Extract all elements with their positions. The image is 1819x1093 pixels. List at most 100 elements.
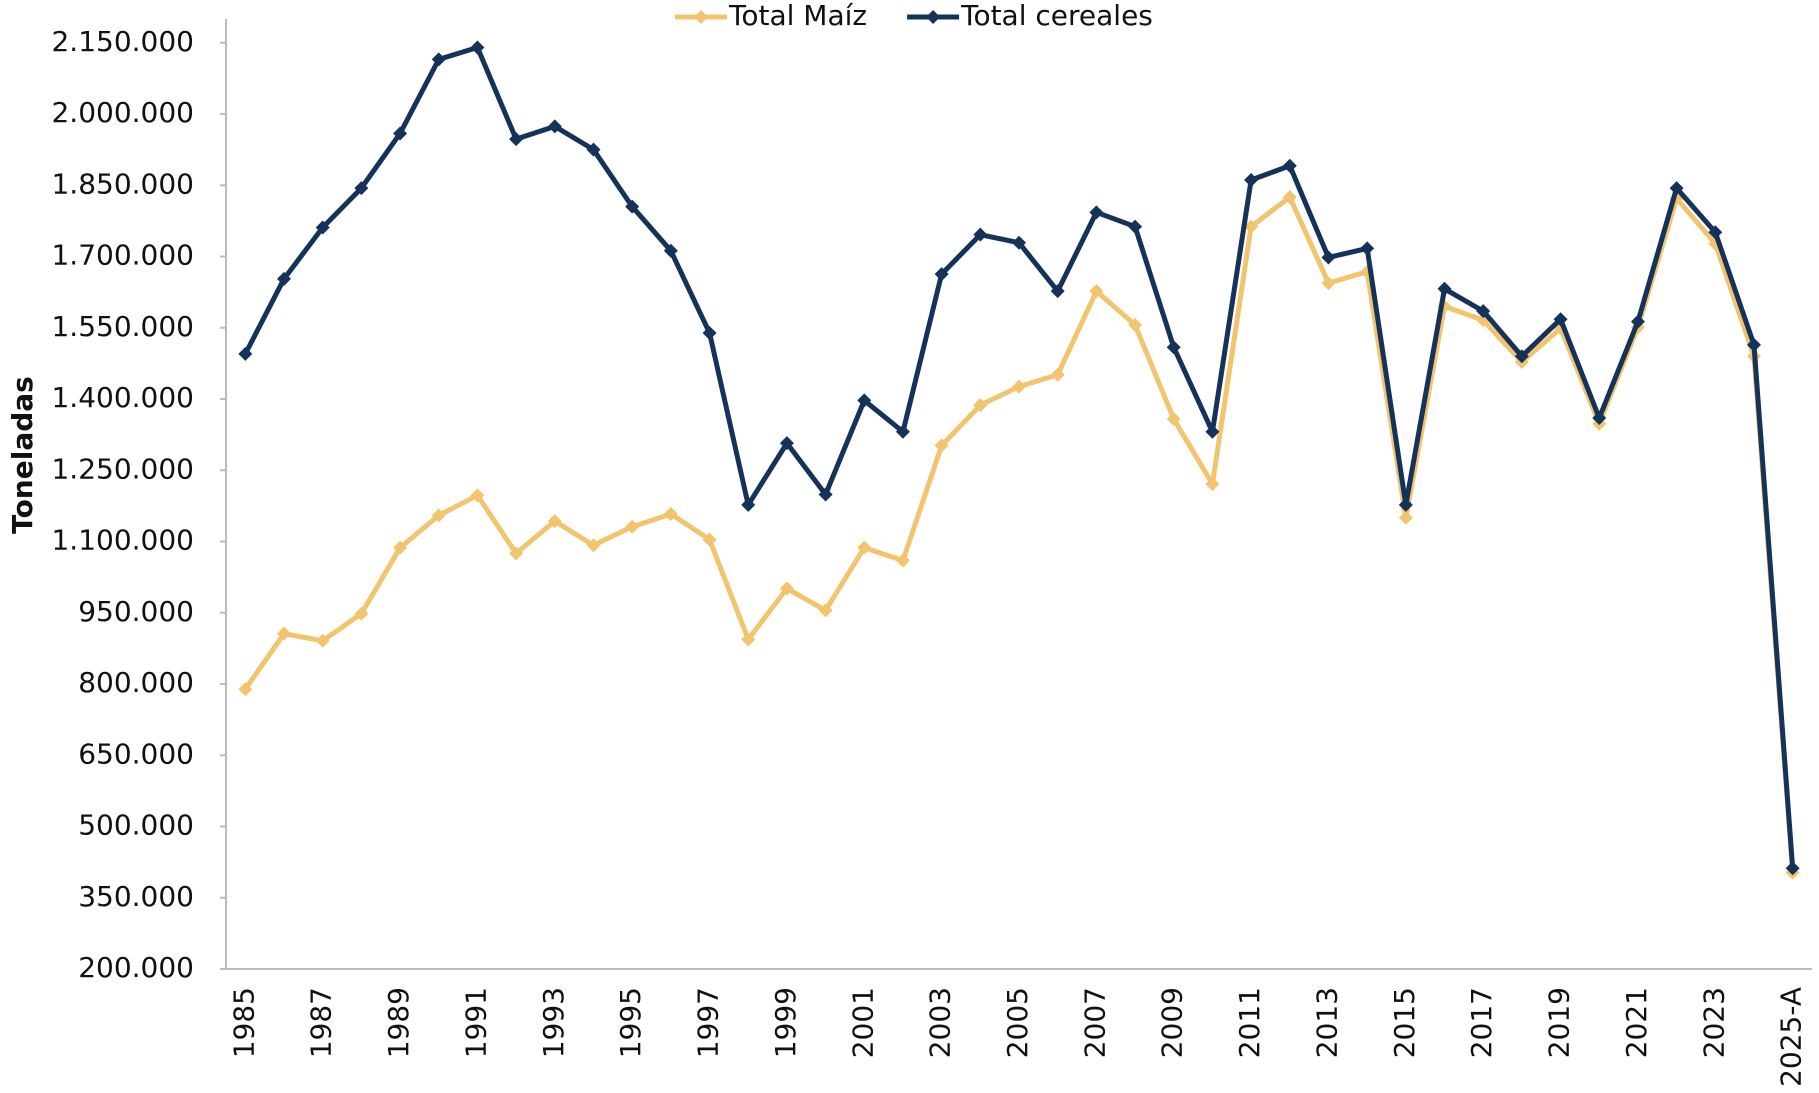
data-point (393, 126, 408, 141)
data-point (1050, 284, 1065, 299)
data-point (238, 346, 253, 361)
x-tick-label: 1989 (382, 987, 415, 1058)
y-tick-label: 2.000.000 (51, 96, 194, 129)
x-tick-label: 1997 (692, 987, 725, 1058)
x-tick-label: 2017 (1465, 987, 1498, 1058)
data-point (702, 325, 717, 340)
x-tick-label: 1999 (769, 987, 802, 1058)
x-tick-label: 2013 (1310, 987, 1343, 1058)
data-point (509, 132, 524, 147)
y-tick-label: 350.000 (78, 880, 194, 913)
series-line (243, 194, 1796, 873)
x-tick-label: 2023 (1697, 987, 1730, 1058)
y-axis-label: Toneladas (6, 376, 39, 534)
data-point (741, 497, 756, 512)
data-point (277, 271, 292, 286)
data-point (1128, 219, 1143, 234)
data-point (586, 538, 601, 553)
x-tick-label: 2009 (1156, 987, 1189, 1058)
data-point (1166, 411, 1181, 426)
data-point (1205, 424, 1220, 439)
data-point (857, 540, 872, 555)
data-point (470, 40, 485, 55)
data-point (1785, 861, 1800, 876)
data-point (1437, 281, 1452, 296)
data-point (934, 267, 949, 282)
x-tick-label: 2019 (1543, 987, 1576, 1058)
data-point (586, 142, 601, 157)
data-point (277, 626, 292, 641)
x-tick-label: 1987 (305, 987, 338, 1058)
data-point (741, 632, 756, 647)
legend-marker (926, 10, 941, 24)
data-point (818, 487, 833, 502)
x-tick-label: 1985 (227, 987, 260, 1058)
data-point (779, 436, 794, 451)
data-point (393, 540, 408, 555)
data-point (315, 633, 330, 648)
y-tick-label: 200.000 (78, 951, 194, 984)
x-tick-label: 2001 (846, 987, 879, 1058)
data-point (973, 227, 988, 242)
y-tick-label: 1.400.000 (51, 381, 194, 414)
data-point (1282, 158, 1297, 173)
data-point (702, 532, 717, 547)
data-point (354, 606, 369, 621)
x-tick-label: 2007 (1078, 987, 1111, 1058)
data-point (1244, 173, 1259, 188)
data-point (1669, 181, 1684, 196)
y-tick-label: 650.000 (78, 737, 194, 770)
data-point (934, 438, 949, 453)
data-point (1012, 235, 1026, 250)
data-point (625, 519, 640, 534)
data-point (1050, 367, 1065, 382)
data-point (663, 506, 678, 521)
data-point (1321, 276, 1336, 291)
y-tick-label: 500.000 (78, 809, 194, 842)
data-point (1708, 225, 1723, 240)
x-tick-label: 2025-A (1775, 987, 1808, 1087)
y-tick-label: 2.150.000 (51, 25, 194, 58)
x-tick-label: 2015 (1388, 987, 1421, 1058)
x-tick-label: 2021 (1620, 987, 1653, 1058)
series-line (243, 45, 1796, 869)
data-point (1360, 241, 1375, 256)
y-tick-label: 1.700.000 (51, 239, 194, 272)
legend-label: Total Maíz (728, 0, 867, 32)
data-point (431, 508, 446, 523)
legend-label: Total cereales (960, 0, 1153, 32)
y-tick-label: 800.000 (78, 666, 194, 699)
data-point (354, 181, 369, 196)
data-point (1553, 312, 1568, 327)
data-point (1282, 190, 1297, 205)
data-point (1746, 337, 1761, 352)
data-point (895, 424, 910, 439)
data-point (895, 553, 910, 568)
data-point (1012, 379, 1026, 394)
data-point (1514, 349, 1529, 364)
y-tick-label: 1.850.000 (51, 167, 194, 200)
y-tick-label: 1.100.000 (51, 524, 194, 557)
x-tick-label: 1995 (614, 987, 647, 1058)
data-point (1321, 250, 1336, 265)
data-point (1398, 497, 1413, 512)
data-point (1398, 510, 1413, 525)
x-tick-label: 2011 (1233, 987, 1266, 1058)
y-tick-label: 950.000 (78, 595, 194, 628)
data-point (431, 52, 446, 67)
data-point (547, 514, 562, 529)
data-point (818, 603, 833, 618)
data-point (625, 199, 640, 214)
data-point (1166, 340, 1181, 355)
data-point (547, 119, 562, 134)
data-point (1592, 411, 1607, 425)
x-tick-label: 1991 (459, 987, 492, 1058)
y-tick-label: 1.550.000 (51, 310, 194, 343)
data-point (1089, 284, 1104, 299)
data-point (1244, 219, 1259, 234)
x-tick-label: 1993 (537, 987, 570, 1058)
data-point (509, 546, 524, 561)
data-point (1205, 477, 1220, 492)
data-point (663, 243, 678, 258)
